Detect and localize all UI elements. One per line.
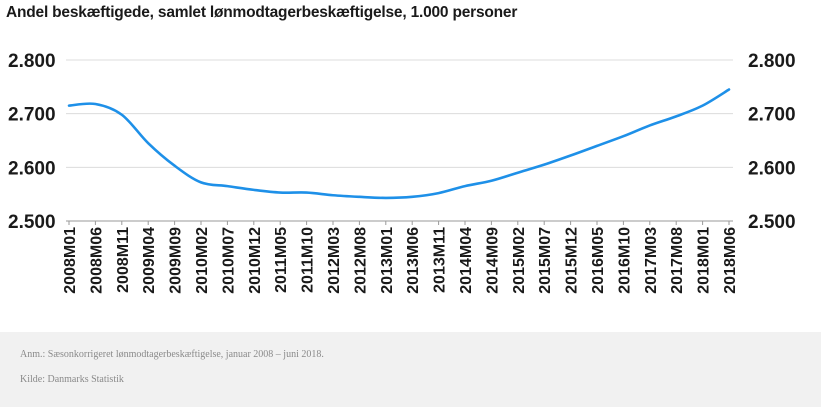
x-tick-label: 2014M04: [458, 227, 475, 294]
x-tick-label: 2013M06: [405, 227, 422, 294]
footer: Anm.: Sæsonkorrigeret lønmodtagerbeskæft…: [0, 332, 821, 407]
x-tick-label: 2010M02: [194, 227, 211, 294]
x-tick-label: 2008M11: [115, 227, 132, 293]
x-tick-label: 2012M08: [352, 227, 369, 294]
x-tick-label: 2018M06: [722, 227, 739, 294]
x-tick-label: 2012M03: [326, 227, 343, 294]
x-tick-label: 2011M10: [300, 227, 317, 293]
y-axis-right: 2.500 2.600 2.700 2.800: [748, 51, 796, 233]
x-tick-label: 2015M07: [537, 227, 554, 294]
series-line: [67, 88, 731, 200]
x-tick-label: 2009M09: [168, 227, 185, 294]
x-tick-label: 2015M12: [564, 227, 581, 294]
x-axis: 2008M01 2008M06 2008M11 2009M04 2009M09 2010M…: [62, 220, 739, 294]
y-tick-label-right: 2.500: [748, 212, 796, 233]
x-tick-label: 2011M05: [273, 227, 290, 293]
y-tick-label-right: 2.800: [748, 51, 796, 72]
footnote: Anm.: Sæsonkorrigeret lønmodtagerbeskæft…: [20, 349, 324, 360]
x-tick-label: 2008M01: [62, 227, 79, 294]
y-axis-left: 2.500 2.600 2.700 2.800: [8, 51, 56, 233]
x-tick-label: 2013M01: [379, 227, 396, 294]
source-text: Kilde: Danmarks Statistik: [20, 374, 124, 385]
y-tick-label-right: 2.700: [748, 105, 796, 126]
x-tick-label: 2014M09: [484, 227, 501, 294]
x-tick-label: 2018M01: [696, 227, 713, 294]
y-tick-label-left: 2.500: [8, 212, 56, 233]
chart-title: Andel beskæftigede, samlet lønmodtagerbe…: [6, 4, 518, 21]
x-tick-label: 2017M03: [643, 227, 660, 294]
y-tick-label-left: 2.800: [8, 51, 56, 72]
x-tick-label: 2015M02: [511, 227, 528, 294]
x-tick-label: 2016M10: [616, 227, 633, 294]
x-tick-label: 2008M06: [88, 227, 105, 294]
x-tick-label: 2017M08: [669, 227, 686, 294]
x-tick-label: 2010M07: [220, 227, 237, 294]
x-tick-label: 2016M05: [590, 227, 607, 294]
y-tick-label-left: 2.600: [8, 158, 56, 179]
y-tick-label-left: 2.700: [8, 105, 56, 126]
y-tick-label-right: 2.600: [748, 158, 796, 179]
x-tick-label: 2010M12: [247, 227, 264, 294]
x-tick-label: 2009M04: [141, 227, 158, 294]
x-tick-label: 2013M11: [432, 227, 449, 293]
line-chart: 2.500 2.600 2.700 2.800 2.500 2.600 2.700 2.80…: [8, 51, 796, 294]
